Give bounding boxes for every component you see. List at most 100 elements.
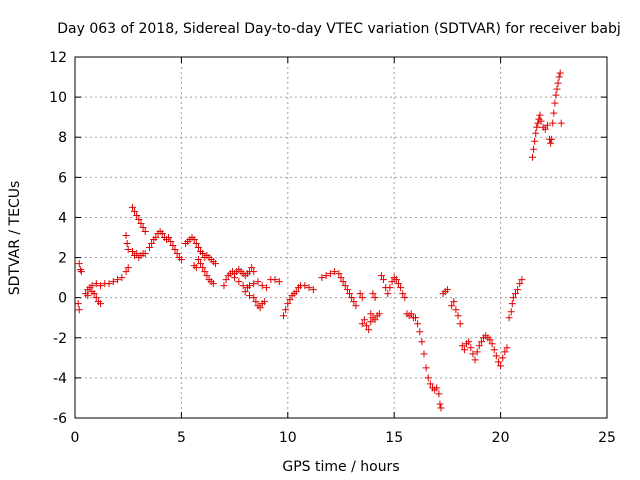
data-point-0-166 <box>399 290 407 298</box>
data-point-0-245 <box>555 73 563 81</box>
data-point-0-150 <box>371 316 379 324</box>
data-point-0-100 <box>250 268 258 276</box>
data-point-0-29 <box>133 250 141 258</box>
data-point-0-134 <box>337 274 345 282</box>
x-tick-label-4: 20 <box>492 430 510 446</box>
data-point-0-232 <box>537 117 545 125</box>
y-axis-label: SDTVAR / TECUs <box>7 181 23 296</box>
chart-title: Day 063 of 2018, Sidereal Day-to-day VTE… <box>57 21 620 37</box>
data-point-0-120 <box>286 296 294 304</box>
data-point-0-3 <box>74 300 82 308</box>
data-point-0-27 <box>128 248 136 256</box>
data-point-0-224 <box>529 153 537 161</box>
data-point-0-128 <box>309 286 317 294</box>
data-point-0-71 <box>201 268 209 276</box>
data-point-0-203 <box>477 338 485 346</box>
data-point-0-146 <box>363 322 371 330</box>
data-point-0-145 <box>360 316 368 324</box>
data-point-0-173 <box>414 320 422 328</box>
x-tick-label-0: 0 <box>71 430 80 446</box>
data-point-0-97 <box>239 282 247 290</box>
plot-frame <box>74 56 608 419</box>
data-point-0-191 <box>452 306 460 314</box>
data-point-0-118 <box>282 306 290 314</box>
data-point-0-95 <box>231 274 239 282</box>
y-tick-label-1: -4 <box>53 371 67 387</box>
data-point-0-237 <box>547 139 555 147</box>
data-point-0-198 <box>467 344 475 352</box>
data-point-0-213 <box>499 354 507 362</box>
data-point-0-141 <box>352 302 360 310</box>
data-point-0-170 <box>407 310 415 318</box>
data-point-0-246 <box>556 69 564 77</box>
data-point-0-216 <box>505 314 513 322</box>
data-point-0-201 <box>473 348 481 356</box>
x-tick-label-1: 5 <box>177 430 186 446</box>
data-point-0-36 <box>133 211 141 219</box>
data-point-0-202 <box>475 342 483 350</box>
data-point-0-52 <box>169 242 177 250</box>
data-point-0-164 <box>394 280 402 288</box>
x-tick-label-3: 15 <box>385 430 403 446</box>
data-point-0-190 <box>450 298 458 306</box>
x-axis-label: GPS time / hours <box>282 459 399 475</box>
data-point-0-177 <box>422 364 430 372</box>
data-point-0-47 <box>158 229 166 237</box>
data-point-0-26 <box>124 246 132 254</box>
data-point-0-65 <box>199 250 207 258</box>
data-point-0-175 <box>418 338 426 346</box>
data-point-0-68 <box>194 256 202 264</box>
data-point-0-239 <box>549 119 557 127</box>
data-point-0-163 <box>392 276 400 284</box>
data-point-0-67 <box>192 264 200 272</box>
y-tick-label-2: -2 <box>53 331 67 347</box>
data-point-0-219 <box>509 294 517 302</box>
data-point-0-62 <box>192 240 200 248</box>
data-point-0-34 <box>128 203 136 211</box>
data-point-0-157 <box>380 276 388 284</box>
data-point-0-138 <box>346 290 354 298</box>
data-point-0-126 <box>301 282 309 290</box>
data-point-0-106 <box>256 304 264 312</box>
data-point-0-218 <box>508 300 516 308</box>
data-point-0-131 <box>326 270 334 278</box>
data-point-0-115 <box>271 276 279 284</box>
data-point-0-16 <box>97 282 105 290</box>
data-point-0-83 <box>222 276 230 284</box>
data-point-0-144 <box>358 320 366 328</box>
data-point-0-113 <box>263 284 271 292</box>
data-point-0-116 <box>275 278 283 286</box>
data-point-0-139 <box>348 294 356 302</box>
data-point-0-156 <box>377 272 385 280</box>
x-tick-label-5: 25 <box>598 430 616 446</box>
y-tick-label-4: 2 <box>58 251 67 267</box>
data-point-0-24 <box>122 231 130 239</box>
data-point-0-209 <box>490 346 498 354</box>
data-point-0-225 <box>530 145 538 153</box>
data-point-0-155 <box>371 294 379 302</box>
data-point-0-137 <box>343 286 351 294</box>
data-point-0-154 <box>369 290 377 298</box>
data-point-0-129 <box>318 274 326 282</box>
data-point-0-12 <box>97 300 105 308</box>
data-point-0-111 <box>254 278 262 286</box>
data-point-0-152 <box>375 310 383 318</box>
data-point-0-183 <box>435 390 443 398</box>
data-point-0-4 <box>75 306 83 314</box>
y-tick-label-5: 4 <box>58 210 67 226</box>
grid <box>75 57 607 418</box>
data-point-0-192 <box>454 312 462 320</box>
data-point-0-63 <box>194 244 202 252</box>
data-point-0-215 <box>503 344 511 352</box>
data-point-0-214 <box>501 348 509 356</box>
data-point-0-153 <box>367 310 375 318</box>
data-point-0-112 <box>258 282 266 290</box>
data-point-0-197 <box>465 338 473 346</box>
data-point-0-185 <box>437 404 445 412</box>
data-point-0-21 <box>118 274 126 282</box>
data-point-0-174 <box>416 328 424 336</box>
data-point-0-147 <box>365 326 373 334</box>
data-point-0-167 <box>401 294 409 302</box>
data-point-0-178 <box>424 374 432 382</box>
data-point-0-193 <box>456 320 464 328</box>
